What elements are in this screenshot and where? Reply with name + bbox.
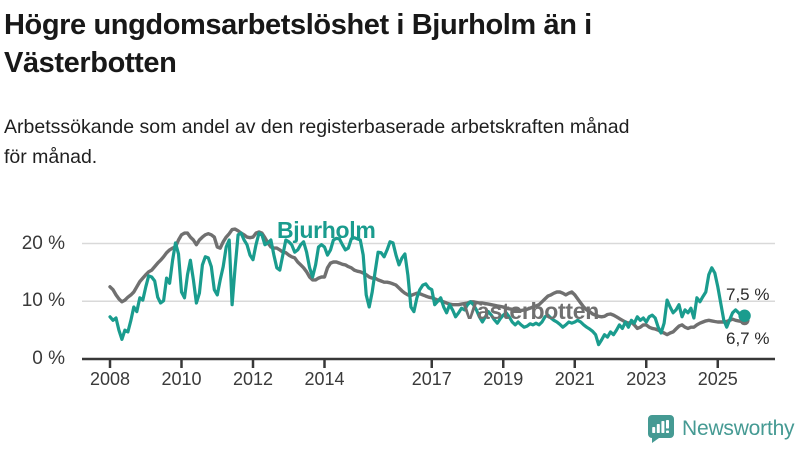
bar-chart-glyph bbox=[652, 420, 669, 433]
newsworthy-logo[interactable]: Newsworthy bbox=[646, 414, 795, 443]
x-tick-label: 2010 bbox=[161, 369, 202, 389]
end-value-label-bjurholm: 7,5 % bbox=[726, 285, 770, 304]
x-tick-label: 2008 bbox=[89, 369, 131, 389]
series-end-dot-bjurholm bbox=[738, 309, 751, 322]
x-tick-label: 2014 bbox=[304, 369, 345, 389]
x-tick-label: 2025 bbox=[697, 369, 738, 389]
subtitle-line-2: för månad. bbox=[4, 146, 98, 168]
x-tick-label: 2017 bbox=[411, 369, 452, 389]
x-tick-label: 2012 bbox=[232, 369, 274, 389]
newsworthy-logo-icon bbox=[648, 415, 674, 443]
series-label-bjurholm: Bjurholm bbox=[277, 217, 376, 243]
x-tick-label: 2023 bbox=[626, 369, 667, 389]
page-title: Högre ungdomsarbetslöshet i Bjurholm än … bbox=[4, 6, 784, 82]
y-tick-label: 0 % bbox=[32, 348, 65, 369]
series-line-bjurholm bbox=[108, 231, 747, 347]
series-label-vasterbotten: Västerbotten bbox=[462, 298, 599, 324]
title-line-2: Västerbotten bbox=[4, 47, 177, 79]
title-line-1: Högre ungdomsarbetslöshet i Bjurholm än … bbox=[4, 9, 592, 41]
x-tick-label: 2021 bbox=[554, 369, 595, 389]
end-value-label-vasterbotten: 6,7 % bbox=[726, 329, 770, 348]
chart-subtitle: Arbetssökande som andel av den registerb… bbox=[4, 112, 794, 172]
y-tick-label: 10 % bbox=[21, 290, 65, 312]
speech-bubble-shape bbox=[648, 415, 674, 443]
subtitle-line-1: Arbetssökande som andel av den registerb… bbox=[4, 116, 630, 138]
y-tick-label: 20 % bbox=[21, 232, 65, 254]
newsworthy-logo-text: Newsworthy bbox=[682, 416, 795, 440]
series-line-västerbotten bbox=[108, 227, 747, 337]
x-tick-label: 2019 bbox=[483, 369, 524, 389]
